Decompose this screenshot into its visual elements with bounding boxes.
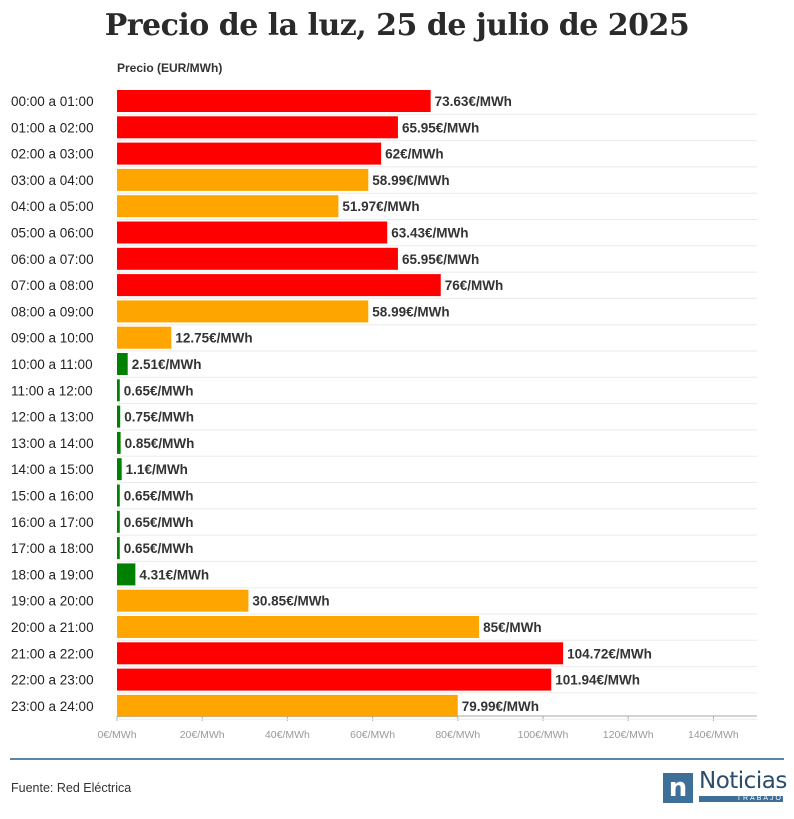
category-label: 03:00 a 04:00	[11, 173, 94, 188]
category-label: 19:00 a 20:00	[11, 594, 94, 609]
value-label: 62€/MWh	[385, 147, 444, 162]
category-label: 04:00 a 05:00	[11, 199, 94, 214]
value-label: 58.99€/MWh	[372, 173, 449, 188]
value-label: 85€/MWh	[483, 620, 542, 635]
category-label: 21:00 a 22:00	[11, 646, 94, 661]
bar	[117, 326, 172, 349]
bar	[117, 642, 564, 665]
logo-sub: TRABAJO	[736, 795, 783, 802]
category-label: 18:00 a 19:00	[11, 567, 94, 582]
logo-bar	[699, 796, 783, 802]
category-label: 15:00 a 16:00	[11, 489, 94, 504]
value-label: 63.43€/MWh	[391, 226, 468, 241]
value-label: 65.95€/MWh	[402, 252, 479, 267]
value-label: 4.31€/MWh	[139, 567, 209, 582]
bar	[117, 168, 369, 191]
value-label: 76€/MWh	[445, 278, 504, 293]
bar	[117, 142, 382, 165]
bar	[117, 247, 398, 270]
category-label: 16:00 a 17:00	[11, 515, 94, 530]
bar	[117, 563, 136, 586]
x-tick-label: 80€/MWh	[435, 729, 480, 741]
logo-name: Noticias	[699, 768, 787, 794]
footer-divider	[10, 758, 784, 760]
bar-chart: 00:00 a 01:00 73.63€/MWh 01:00 a 02:00 65.9…	[11, 90, 757, 741]
bar	[117, 484, 120, 507]
value-label: 79.99€/MWh	[462, 699, 539, 714]
value-label: 12.75€/MWh	[175, 331, 252, 346]
value-label: 51.97€/MWh	[342, 199, 419, 214]
bar	[117, 616, 480, 638]
value-label: 0.75€/MWh	[124, 410, 194, 425]
category-label: 17:00 a 18:00	[11, 541, 94, 556]
bar	[117, 668, 552, 691]
category-label: 22:00 a 23:00	[11, 673, 94, 688]
bar	[117, 353, 128, 375]
category-label: 08:00 a 09:00	[11, 304, 94, 319]
category-label: 10:00 a 11:00	[11, 357, 93, 372]
bar	[117, 431, 121, 454]
value-label: 0.65€/MWh	[124, 541, 194, 556]
axis-title: Precio (EUR/MWh)	[117, 61, 223, 75]
category-label: 20:00 a 21:00	[11, 620, 94, 635]
category-label: 00:00 a 01:00	[11, 94, 94, 109]
category-label: 13:00 a 14:00	[11, 436, 94, 451]
category-label: 01:00 a 02:00	[11, 120, 94, 135]
bar	[117, 694, 458, 717]
category-label: 07:00 a 08:00	[11, 278, 94, 293]
value-label: 65.95€/MWh	[402, 120, 479, 135]
value-label: 1.1€/MWh	[126, 462, 188, 477]
category-label: 09:00 a 10:00	[11, 331, 94, 346]
x-tick-label: 0€/MWh	[97, 729, 136, 741]
bar	[117, 589, 249, 612]
bar	[117, 90, 431, 112]
category-label: 12:00 a 13:00	[11, 410, 94, 425]
value-label: 104.72€/MWh	[567, 646, 652, 661]
category-label: 11:00 a 12:00	[11, 383, 93, 398]
bar	[117, 510, 120, 533]
category-label: 06:00 a 07:00	[11, 252, 94, 267]
chart-title: Precio de la luz, 25 de julio de 2025	[104, 8, 690, 43]
category-label: 02:00 a 03:00	[11, 147, 94, 162]
value-label: 30.85€/MWh	[252, 594, 329, 609]
value-label: 0.85€/MWh	[125, 436, 195, 451]
category-label: 05:00 a 06:00	[11, 226, 94, 241]
x-tick-label: 20€/MWh	[180, 729, 225, 741]
source-note: Fuente: Red Eléctrica	[11, 781, 132, 795]
x-tick-label: 40€/MWh	[265, 729, 310, 741]
bar	[117, 116, 398, 139]
bar	[117, 379, 120, 402]
bar	[117, 221, 388, 244]
bar	[117, 274, 441, 297]
bar	[117, 458, 122, 481]
noticias-trabajo-logo: n Noticias TRABAJO	[663, 768, 787, 803]
x-tick-label: 60€/MWh	[350, 729, 395, 741]
value-label: 0.65€/MWh	[124, 489, 194, 504]
logo-mark-icon: n	[663, 773, 693, 803]
value-label: 73.63€/MWh	[435, 94, 512, 109]
value-label: 101.94€/MWh	[555, 673, 640, 688]
bar	[117, 300, 369, 323]
bar	[117, 405, 121, 428]
value-label: 2.51€/MWh	[132, 357, 202, 372]
category-label: 23:00 a 24:00	[11, 699, 94, 714]
category-label: 14:00 a 15:00	[11, 462, 94, 477]
x-tick-label: 100€/MWh	[518, 729, 569, 741]
bar	[117, 537, 120, 560]
value-label: 0.65€/MWh	[124, 515, 194, 530]
x-tick-label: 120€/MWh	[603, 729, 654, 741]
bar	[117, 195, 339, 218]
value-label: 0.65€/MWh	[124, 383, 194, 398]
x-tick-label: 140€/MWh	[688, 729, 739, 741]
value-label: 58.99€/MWh	[372, 304, 449, 319]
